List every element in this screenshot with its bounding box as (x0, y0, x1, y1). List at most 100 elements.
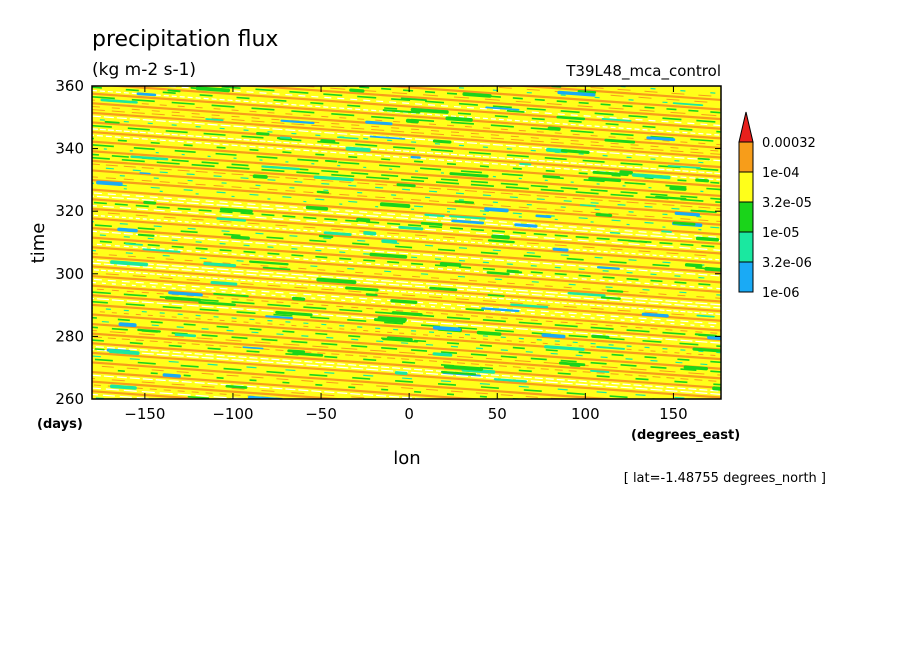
field-streak (198, 86, 721, 124)
y-tick-label: 320 (55, 202, 84, 220)
field-streak (92, 163, 721, 210)
field-cell (324, 159, 338, 163)
field-cell (646, 136, 676, 142)
field-streak (92, 217, 721, 265)
field-streak (92, 150, 721, 198)
field-cell (162, 373, 181, 378)
field-cell (143, 200, 157, 205)
field-streak (92, 339, 721, 386)
x-tick-label: −100 (212, 405, 253, 423)
field-cell (280, 119, 315, 125)
field-cell (313, 175, 354, 182)
field-cell (363, 231, 377, 236)
colorbar-label: 0.00032 (762, 136, 816, 151)
field-cell (390, 299, 418, 305)
field-streak (92, 351, 721, 399)
field-cell (100, 98, 138, 104)
field-cell (410, 155, 421, 159)
field-cell (125, 242, 143, 246)
field-streak (374, 86, 721, 111)
field-cell (683, 365, 709, 371)
field-cell (261, 165, 300, 171)
y-tick-label: 340 (55, 140, 84, 158)
colorbar-label: 1e-05 (762, 226, 800, 241)
field-cell (449, 215, 486, 220)
field-streak (92, 272, 721, 319)
colorbar-label: 3.2e-06 (762, 256, 812, 271)
field-cell (400, 97, 427, 102)
field-streak (92, 365, 569, 399)
field-cell (373, 318, 406, 324)
field-cell (203, 261, 237, 268)
colorbar-segment (738, 201, 754, 233)
field-cell (225, 384, 248, 389)
field-cell (541, 333, 566, 339)
y-tick-label: 300 (55, 265, 84, 283)
field-streak (292, 86, 721, 117)
field-streak (92, 140, 721, 188)
field-streak (92, 109, 721, 155)
field-streak (92, 124, 721, 172)
field-cell (514, 223, 538, 228)
field-cell (631, 173, 671, 180)
field-cell (174, 333, 197, 338)
field-cell (454, 200, 475, 204)
field-cell (369, 135, 406, 140)
field-cell (595, 212, 613, 217)
field-streak (92, 89, 721, 136)
field-cell (694, 333, 717, 337)
field-streak (92, 281, 721, 328)
x-unit-label: (degrees_east) (631, 428, 740, 443)
field-cell (318, 234, 334, 238)
field-cell (600, 296, 621, 300)
field-cell (382, 338, 418, 343)
field-streak (92, 384, 299, 399)
field-cell (104, 120, 120, 124)
field-streak (509, 86, 721, 102)
field-streak (92, 329, 721, 376)
field-streak (92, 332, 721, 380)
field-cell (542, 175, 561, 179)
y-axis-label: time (28, 223, 49, 264)
field-cell (485, 106, 520, 111)
field-cell (443, 364, 484, 371)
field-cell (213, 292, 249, 298)
field-cell (661, 230, 672, 233)
field-streak (92, 265, 721, 313)
field-cell (292, 351, 324, 357)
field-cell (519, 162, 532, 166)
field-streak (92, 390, 217, 399)
field-cell (424, 213, 445, 218)
field-streak (92, 303, 721, 351)
field-cell (493, 378, 528, 383)
field-streak (472, 86, 721, 104)
field-cell (365, 293, 378, 297)
field-cell (139, 172, 151, 175)
field-streak (239, 86, 721, 121)
field-streak (92, 246, 721, 294)
x-axis: −150 −100 −50 0 50 100 150 (124, 86, 688, 423)
field-streak (92, 300, 721, 348)
field-cell (432, 325, 461, 332)
field-cell (641, 312, 669, 318)
field-streak (92, 310, 721, 357)
field-cell (596, 346, 626, 350)
field-cell (445, 116, 473, 122)
field-cell (560, 149, 590, 154)
field-cell (510, 303, 549, 309)
field-cell (316, 277, 357, 285)
field-cell (381, 239, 398, 244)
field-cell (449, 172, 489, 178)
field-streak (92, 345, 721, 392)
field-cell (136, 92, 157, 97)
chart-subtitle: (kg m-2 s-1) (92, 60, 196, 80)
field-streak (92, 255, 721, 303)
field-cell (669, 186, 687, 191)
field-streak (333, 86, 721, 114)
field-cell (462, 92, 492, 98)
x-tick-label: 150 (659, 405, 688, 423)
field-streak (92, 380, 352, 399)
field-streak (92, 224, 721, 271)
field-cell (440, 370, 477, 376)
